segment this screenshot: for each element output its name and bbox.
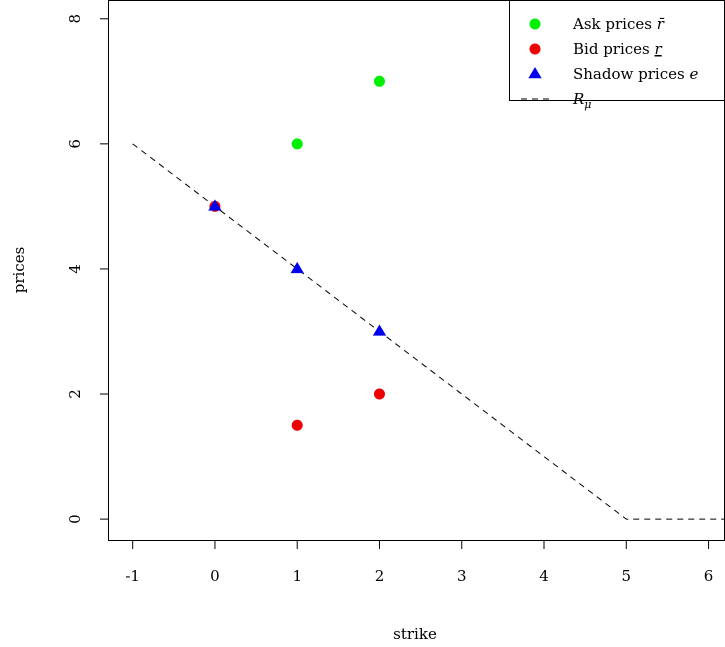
x-tick-label-7: 6	[704, 567, 714, 585]
x-tick-label-4: 3	[457, 567, 467, 585]
x-tick-label-5: 4	[539, 567, 549, 585]
legend-label-0: Ask prices r̄	[572, 15, 665, 33]
legend-marker-0	[529, 18, 541, 30]
y-tick-label-4: 8	[66, 14, 84, 24]
series-0-point-0	[291, 138, 303, 150]
legend-label-2: Shadow prices e	[573, 65, 698, 83]
legend-label-1: Bid prices r	[573, 40, 663, 58]
series-0-point-1	[373, 75, 385, 87]
series-1-point-2	[373, 388, 385, 400]
x-tick-label-2: 1	[292, 567, 302, 585]
x-tick-label-3: 2	[375, 567, 385, 585]
y-tick-label-1: 2	[66, 389, 84, 399]
y-tick-label-3: 6	[66, 139, 84, 149]
y-tick-label-2: 4	[66, 264, 84, 274]
series-line-3	[132, 143, 725, 520]
legend-box	[509, 0, 725, 101]
series-2-point-1	[290, 261, 304, 274]
legend-label-3: Rμ	[572, 90, 591, 111]
series-2-point-0	[208, 199, 222, 211]
legend-marker-1	[529, 43, 541, 55]
plot-layer: -1 0 1 2 3 4 5 6 0 2 4 6 8	[66, 0, 725, 585]
x-tick-label-6: 5	[622, 567, 632, 585]
y-tick-label-0: 0	[66, 514, 84, 524]
legend-marker-2	[528, 67, 542, 79]
y-axis-label: prices	[10, 247, 28, 294]
x-axis-label: strike	[393, 625, 437, 643]
x-tick-label-1: 0	[210, 567, 220, 585]
series-1-point-1	[291, 419, 303, 431]
series-2-point-2	[372, 324, 387, 336]
x-tick-label-0: -1	[125, 567, 140, 585]
legend: Ask prices r̄ Bid prices r Shadow prices e…	[509, 0, 725, 111]
